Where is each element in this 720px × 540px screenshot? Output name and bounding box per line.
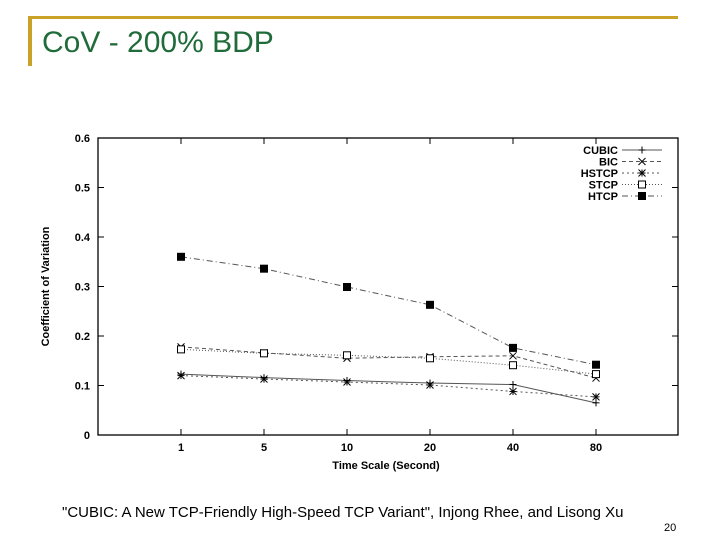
legend-label-bic: BIC [599, 157, 618, 169]
y-tick-label: 0 [84, 430, 90, 442]
x-tick-label: 20 [424, 442, 436, 454]
series-line-bic [180, 346, 597, 379]
data-point-hstcp [260, 375, 268, 383]
legend-label-cubic: CUBIC [583, 145, 618, 157]
chart-axes: 0 0.1 0.2 0.3 0.4 0.5 0.6 1 5 10 20 40 80 Time Scale … [40, 133, 679, 472]
data-point-cubic [592, 399, 600, 407]
y-tick-label: 0.4 [75, 232, 91, 244]
data-point-htcp [177, 252, 185, 261]
data-point-hstcp [177, 371, 185, 380]
y-tick-label: 0.2 [75, 331, 90, 343]
title-left-rule [28, 16, 32, 66]
data-point-stcp [260, 349, 268, 358]
page-number: 20 [664, 522, 677, 534]
data-point-stcp [426, 354, 434, 363]
data-point-hstcp [343, 378, 351, 386]
slide-title: CoV - 200% BDP [42, 26, 274, 59]
data-point-stcp [592, 370, 600, 379]
data-point-htcp [260, 264, 268, 273]
legend-marker-stcp [638, 180, 646, 189]
y-tick-label: 0.3 [75, 282, 90, 294]
series-line-hstcp [180, 375, 597, 398]
data-point-htcp [426, 300, 434, 309]
y-tick-label: 0.5 [75, 183, 90, 195]
legend-marker-htcp [638, 192, 646, 200]
x-tick-label: 1 [178, 442, 184, 454]
y-tick-label: 0.6 [75, 133, 90, 145]
legend-label-stcp: STCP [589, 180, 618, 192]
series-line-htcp [180, 256, 597, 366]
y-tick-label: 0.1 [75, 381, 90, 393]
legend-marker-hstcp [638, 169, 646, 177]
data-point-stcp [177, 345, 185, 354]
title-top-rule [28, 16, 678, 19]
data-point-cubic [509, 381, 517, 389]
data-point-htcp [343, 282, 351, 291]
data-point-hstcp [509, 387, 517, 396]
legend-marker-cubic [638, 146, 646, 154]
data-point-hstcp [592, 393, 600, 401]
y-axis-title: Coefficient of Variation [40, 226, 52, 346]
legend-marker-bic [638, 157, 646, 166]
x-tick-label: 40 [507, 442, 519, 454]
x-tick-label: 10 [341, 442, 353, 454]
x-axis-title: Time Scale (Second) [332, 460, 440, 472]
legend-label-htcp: HTCP [588, 191, 618, 203]
series-line-stcp [180, 348, 597, 375]
citation: "CUBIC: A New TCP-Friendly High-Speed TC… [62, 504, 624, 521]
series-line-cubic [180, 373, 597, 404]
x-tick-label: 80 [590, 442, 602, 454]
legend-label-hstcp: HSTCP [581, 168, 618, 180]
data-point-stcp [343, 351, 351, 360]
data-point-htcp [592, 360, 600, 369]
chart: 0 0.1 0.2 0.3 0.4 0.5 0.6 1 5 10 20 40 80 Time Scale … [40, 133, 679, 472]
data-point-hstcp [426, 381, 434, 389]
data-point-htcp [509, 343, 517, 352]
x-tick-label: 5 [261, 442, 267, 454]
data-point-bic [509, 351, 517, 360]
data-point-stcp [509, 361, 517, 370]
chart-series [177, 252, 600, 407]
